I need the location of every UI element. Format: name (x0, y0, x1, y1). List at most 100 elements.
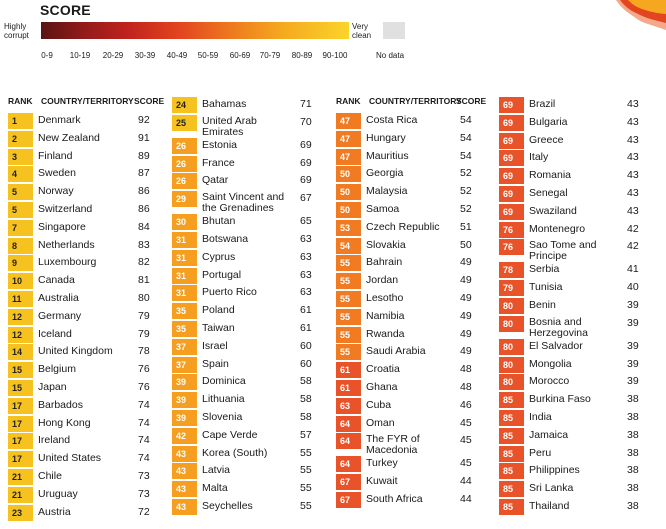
country-cell: Australia (38, 291, 79, 304)
rank-cell: 55 (336, 308, 361, 325)
score-cell: 72 (138, 505, 150, 518)
score-cell: 76 (138, 363, 150, 376)
score-cell: 79 (138, 327, 150, 340)
table-row: 42 Cape Verde 57 (172, 427, 332, 445)
table-row: 78 Serbia 41 (499, 261, 659, 279)
country-cell: Croatia (366, 363, 400, 376)
legend-tick-label: 0-9 (41, 51, 53, 60)
score-cell: 82 (138, 256, 150, 269)
table-row: 76 Montenegro 42 (499, 221, 659, 239)
rank-cell: 26 (172, 173, 197, 190)
country-cell: Kuwait (366, 475, 398, 488)
table-row: 61 Ghana 48 (336, 379, 496, 397)
country-cell: Saudi Arabia (366, 345, 426, 358)
table-row: 69 Italy 43 (499, 149, 659, 167)
rank-cell: 11 (8, 290, 33, 307)
legend-title: SCORE (40, 2, 91, 18)
country-cell: Puerto Rico (202, 286, 257, 299)
rank-cell: 10 (8, 273, 33, 290)
rank-cell: 54 (336, 237, 361, 254)
score-cell: 55 (300, 446, 312, 459)
country-cell: Finland (38, 149, 73, 162)
score-cell: 78 (138, 345, 150, 358)
score-cell: 74 (138, 398, 150, 411)
rank-cell: 17 (8, 415, 33, 432)
country-cell: Uruguay (38, 487, 78, 500)
score-cell: 74 (138, 416, 150, 429)
country-cell: Austria (38, 505, 71, 518)
header-score: SCORE (134, 96, 165, 106)
rank-cell: 21 (8, 486, 33, 503)
score-cell: 39 (627, 316, 639, 329)
score-cell: 55 (300, 499, 312, 512)
rank-cell: 24 (172, 97, 197, 113)
rank-cell: 69 (499, 97, 524, 113)
score-cell: 67 (300, 192, 312, 205)
rank-cell: 80 (499, 297, 524, 314)
table-row: 61 Croatia 48 (336, 361, 496, 379)
rank-cell: 61 (336, 379, 361, 396)
table-row: 43 Korea (South) 55 (172, 445, 332, 463)
score-cell: 70 (300, 115, 312, 128)
rank-cell: 8 (8, 237, 33, 254)
country-cell: Iceland (38, 327, 72, 340)
table-row: 67 Kuwait 44 (336, 473, 496, 491)
table-row: 64 Turkey 45 (336, 455, 496, 473)
table-row: 47 Costa Rica 54 (336, 112, 496, 130)
rank-cell: 67 (336, 474, 361, 491)
rank-cell: 25 (172, 114, 197, 131)
country-cell: Bulgaria (529, 115, 568, 128)
country-cell: Sri Lanka (529, 482, 574, 495)
score-cell: 57 (300, 428, 312, 441)
score-cell: 50 (460, 238, 472, 251)
rank-cell: 85 (499, 445, 524, 462)
rank-cell: 39 (172, 409, 197, 426)
table-row: 31 Botswana 63 (172, 231, 332, 249)
table-row: 37 Israel 60 (172, 338, 332, 356)
legend-tick-label: 50-59 (197, 51, 219, 60)
rank-cell: 69 (499, 168, 524, 185)
rank-cell: 15 (8, 362, 33, 379)
country-cell: Slovakia (366, 238, 406, 251)
score-cell: 46 (460, 398, 472, 411)
country-cell: Spain (202, 357, 229, 370)
rank-cell: 55 (336, 290, 361, 307)
country-cell: Morocco (529, 375, 570, 388)
table-row: 5 Norway 86 (8, 183, 168, 201)
score-cell: 69 (300, 156, 312, 169)
score-cell: 63 (300, 286, 312, 299)
country-cell: Botswana (202, 232, 249, 245)
table-row: 9 Luxembourg 82 (8, 254, 168, 272)
rank-cell: 55 (336, 326, 361, 343)
score-cell: 74 (138, 452, 150, 465)
country-cell: Luxembourg (38, 256, 97, 269)
rank-cell: 85 (499, 481, 524, 498)
table-row: 7 Singapore 84 (8, 219, 168, 237)
score-cell: 81 (138, 274, 150, 287)
country-cell: Bahamas (202, 98, 247, 110)
country-cell: Poland (202, 304, 235, 317)
score-cell: 58 (300, 393, 312, 406)
country-cell: Samoa (366, 202, 400, 215)
legend-right-label: Very clean (352, 22, 372, 40)
table-row: 85 Burkina Faso 38 (499, 391, 659, 409)
country-cell: Rwanda (366, 327, 405, 340)
country-cell: South Africa (366, 492, 423, 505)
score-cell: 43 (627, 115, 639, 128)
country-cell: Malaysia (366, 185, 408, 198)
table-row: 80 Benin 39 (499, 297, 659, 315)
rank-cell: 61 (336, 362, 361, 379)
table-row: 55 Rwanda 49 (336, 326, 496, 344)
rank-cell: 85 (499, 409, 524, 426)
table-row: 85 Sri Lanka 38 (499, 480, 659, 498)
legend-tick-label: 30-39 (134, 51, 156, 60)
rank-cell: 42 (172, 427, 197, 444)
country-cell: New Zealand (38, 131, 100, 144)
score-cell: 38 (627, 482, 639, 495)
rank-cell: 43 (172, 445, 197, 462)
rank-cell: 17 (8, 451, 33, 468)
country-cell: Lithuania (202, 393, 245, 406)
table-row: 85 Philippines 38 (499, 462, 659, 480)
legend-tick-label: 70-79 (259, 51, 281, 60)
table-row: 80 Bosnia and Herzegovina 39 (499, 315, 659, 338)
